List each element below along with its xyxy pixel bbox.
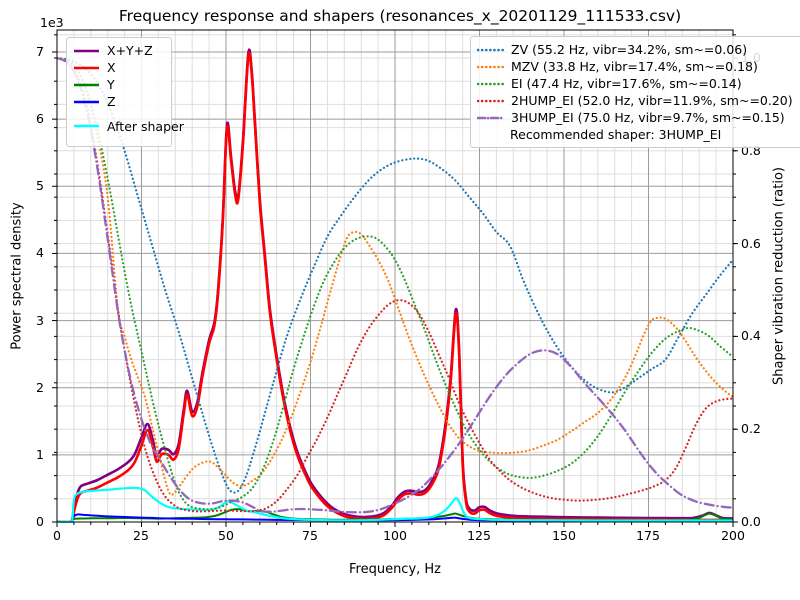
- x-tick-label: 50: [218, 528, 234, 543]
- legend-item-x: X: [73, 59, 163, 76]
- legend-item-after-shaper: After shaper: [73, 110, 184, 142]
- legend-item-mzv: MZV (33.8 Hz, vibr=17.4%, sm~=0.18): [477, 58, 793, 75]
- legend-item-2hump-ei: 2HUMP_EI (52.0 Hz, vibr=11.9%, sm~=0.20): [477, 92, 793, 109]
- legend-label: Z: [107, 94, 116, 109]
- line-sample-icon: [74, 124, 99, 128]
- legend-label: X+Y+Z: [107, 43, 153, 58]
- legend-shapers: ZV (55.2 Hz, vibr=34.2%, sm~=0.06) MZV (…: [470, 36, 800, 148]
- y-left-tick-label: 4: [36, 245, 44, 260]
- line-sample-icon: [74, 49, 99, 52]
- x-tick-label: 75: [302, 528, 318, 543]
- y-right-axis-label: Shaper vibration reduction (ratio): [771, 167, 787, 385]
- legend-label: ZV (55.2 Hz, vibr=34.2%, sm~=0.06): [511, 42, 748, 57]
- x-tick-label: 175: [636, 528, 660, 543]
- legend-psd: X+Y+Z X Y Z After shaper: [66, 37, 184, 147]
- legend-label: After shaper: [107, 118, 184, 134]
- y-left-tick-label: 3: [36, 313, 44, 328]
- y-left-tick-label: 5: [36, 178, 44, 193]
- y-right-tick-label: 0.6: [741, 236, 761, 251]
- legend-label: EI (47.4 Hz, vibr=17.6%, sm~=0.14): [511, 76, 742, 91]
- y-right-tick-label: 0.0: [741, 514, 761, 529]
- line-sample-icon: [74, 100, 99, 103]
- y-left-tick-label: 6: [36, 111, 44, 126]
- y-left-tick-label: 2: [36, 380, 44, 395]
- legend-item-zv: ZV (55.2 Hz, vibr=34.2%, sm~=0.06): [477, 41, 793, 58]
- recommended-shaper-note: Recommended shaper: 3HUMP_EI: [510, 127, 722, 142]
- legend-label: Y: [107, 77, 115, 92]
- x-tick-label: 25: [133, 528, 149, 543]
- dotted-line-sample-icon: [477, 99, 504, 102]
- legend-item-y: Y: [73, 76, 163, 93]
- y-right-tick-label: 0.2: [741, 421, 761, 436]
- dashdot-line-sample-icon: [477, 116, 504, 119]
- legend-label: 3HUMP_EI (75.0 Hz, vibr=9.7%, sm~=0.15): [511, 110, 785, 125]
- legend-item-xyz: X+Y+Z: [73, 42, 163, 59]
- x-tick-label: 100: [383, 528, 407, 543]
- legend-label: 2HUMP_EI (52.0 Hz, vibr=11.9%, sm~=0.20): [511, 93, 793, 108]
- y-left-tick-label: 7: [36, 44, 44, 59]
- x-axis-label: Frequency, Hz: [348, 562, 442, 577]
- x-tick-label: 125: [467, 528, 491, 543]
- x-tick-label: 200: [721, 528, 745, 543]
- chart-title: Frequency response and shapers (resonanc…: [118, 7, 682, 25]
- legend-item-z: Z: [73, 93, 163, 110]
- x-tick-label: 0: [53, 528, 61, 543]
- legend-label: X: [107, 60, 116, 75]
- legend-label: MZV (33.8 Hz, vibr=17.4%, sm~=0.18): [511, 59, 758, 74]
- line-sample-icon: [74, 66, 99, 69]
- y-axis-offset-text: 1e3: [40, 15, 64, 30]
- x-tick-label: 150: [552, 528, 576, 543]
- legend-item-3hump-ei: 3HUMP_EI (75.0 Hz, vibr=9.7%, sm~=0.15): [477, 109, 793, 126]
- y-right-tick-label: 0.4: [741, 328, 761, 343]
- y-left-tick-label: 0: [36, 514, 44, 529]
- y-left-tick-label: 1: [36, 447, 44, 462]
- dotted-line-sample-icon: [477, 82, 504, 85]
- y-left-axis-label: Power spectral density: [9, 202, 25, 350]
- legend-item-ei: EI (47.4 Hz, vibr=17.6%, sm~=0.14): [477, 75, 793, 92]
- line-sample-icon: [74, 83, 99, 86]
- dotted-line-sample-icon: [477, 65, 504, 68]
- dotted-line-sample-icon: [477, 48, 504, 51]
